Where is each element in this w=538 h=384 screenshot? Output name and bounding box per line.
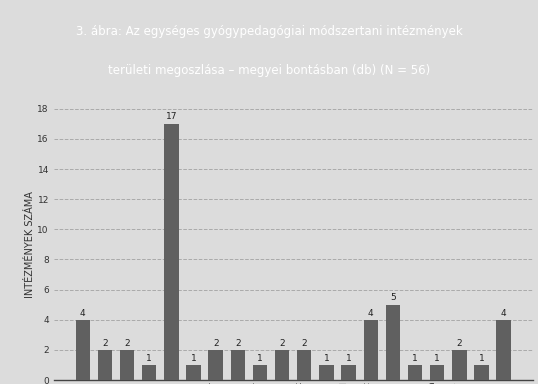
Bar: [186, 365, 201, 380]
Text: 17: 17: [166, 113, 177, 121]
Text: 2: 2: [235, 339, 240, 348]
Text: 2: 2: [102, 339, 108, 348]
Y-axis label: INTÉZMÉNYEK SZÁMA: INTÉZMÉNYEK SZÁMA: [25, 191, 34, 298]
Text: 2: 2: [124, 339, 130, 348]
Text: 2: 2: [213, 339, 218, 348]
Bar: [475, 365, 489, 380]
Text: 1: 1: [146, 354, 152, 363]
Text: 4: 4: [368, 309, 373, 318]
Text: 2: 2: [457, 339, 462, 348]
Text: 4: 4: [80, 309, 86, 318]
Text: 3. ábra: Az egységes gyógypedagógiai módszertani intézmények: 3. ábra: Az egységes gyógypedagógiai mód…: [76, 25, 462, 38]
Bar: [142, 365, 157, 380]
Text: 1: 1: [190, 354, 196, 363]
Text: 1: 1: [479, 354, 484, 363]
Bar: [452, 350, 466, 380]
Bar: [408, 365, 422, 380]
Bar: [297, 350, 312, 380]
Bar: [386, 305, 400, 380]
Text: 1: 1: [434, 354, 440, 363]
Text: 1: 1: [412, 354, 418, 363]
Bar: [342, 365, 356, 380]
Text: 4: 4: [501, 309, 506, 318]
Bar: [98, 350, 112, 380]
Bar: [231, 350, 245, 380]
Text: 2: 2: [301, 339, 307, 348]
Bar: [209, 350, 223, 380]
Text: 1: 1: [346, 354, 351, 363]
Bar: [120, 350, 134, 380]
Text: 1: 1: [257, 354, 263, 363]
Text: 2: 2: [279, 339, 285, 348]
Text: területi megoszlása – megyei bontásban (db) (N = 56): területi megoszlása – megyei bontásban (…: [108, 64, 430, 77]
Bar: [430, 365, 444, 380]
Bar: [164, 124, 179, 380]
Bar: [364, 320, 378, 380]
Bar: [75, 320, 90, 380]
Text: 5: 5: [390, 293, 396, 303]
Bar: [497, 320, 511, 380]
Bar: [275, 350, 289, 380]
Text: 1: 1: [323, 354, 329, 363]
Bar: [319, 365, 334, 380]
Bar: [253, 365, 267, 380]
